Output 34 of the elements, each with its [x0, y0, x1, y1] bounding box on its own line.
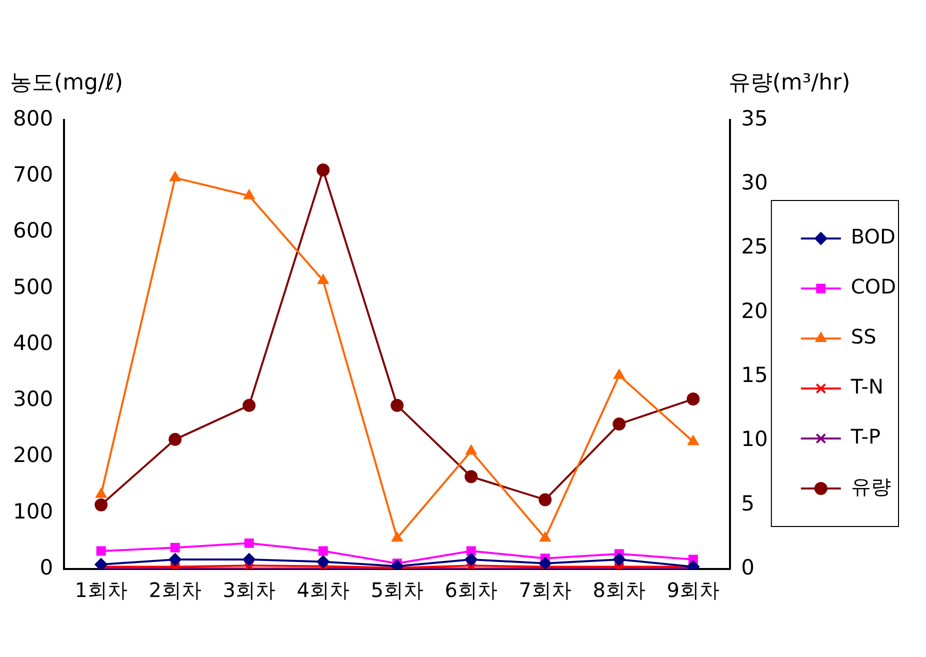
y-tick-label: 700 — [12, 162, 54, 187]
x-tick-label: 5회차 — [370, 578, 424, 602]
y2-tick-label: 5 — [741, 491, 755, 516]
x-tick-label: 4회차 — [296, 578, 350, 602]
legend-label: T-N — [850, 374, 884, 399]
y2-tick-label: 35 — [741, 106, 768, 130]
x-tick-label: 1회차 — [74, 578, 128, 602]
y2-tick-label: 20 — [741, 298, 768, 323]
legend-label: COD — [850, 274, 896, 299]
x-tick-label: 6회차 — [444, 578, 498, 602]
y-tick-label: 300 — [12, 387, 54, 412]
y-axis-title: 농도(mg/ℓ) — [10, 70, 124, 96]
y2-tick-label: 25 — [741, 234, 768, 259]
legend-label: T-P — [850, 424, 881, 449]
x-tick-label: 2회차 — [148, 578, 202, 602]
y2-tick-label: 0 — [741, 555, 755, 580]
y-tick-label: 0 — [40, 555, 54, 580]
y2-tick-label: 10 — [741, 427, 768, 452]
y-tick-label: 800 — [12, 106, 54, 130]
y-tick-label: 100 — [12, 499, 54, 524]
x-tick-label: 7회차 — [518, 578, 572, 602]
y2-tick-label: 15 — [741, 363, 768, 388]
y2-axis-title: 유량(m³/hr) — [728, 70, 850, 96]
legend-label: SS — [850, 324, 876, 349]
y-tick-label: 500 — [12, 274, 54, 299]
legend-label: BOD — [850, 224, 896, 249]
y2-tick-label: 30 — [741, 170, 768, 195]
x-tick-label: 3회차 — [222, 578, 276, 602]
y-tick-label: 400 — [12, 330, 54, 355]
y-tick-label: 600 — [12, 218, 54, 243]
x-tick-label: 8회차 — [592, 578, 646, 602]
y-tick-label: 200 — [12, 443, 54, 468]
legend-label: 유량 — [850, 474, 891, 499]
x-tick-label: 9회차 — [666, 578, 720, 602]
